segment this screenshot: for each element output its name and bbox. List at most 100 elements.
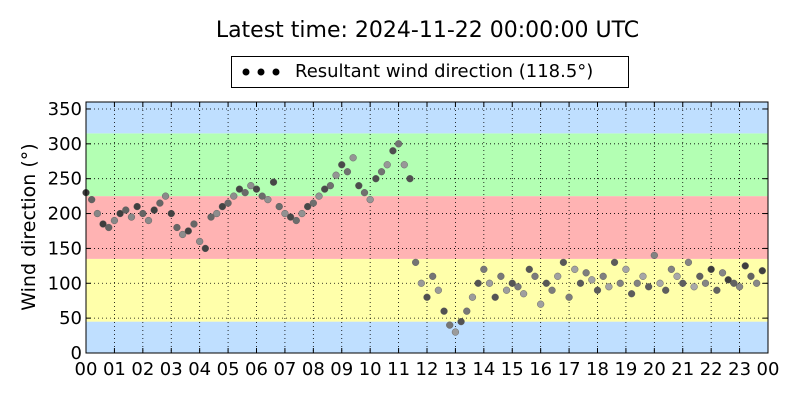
data-point bbox=[463, 307, 471, 315]
x-tick-label: 03 bbox=[160, 359, 183, 380]
data-point bbox=[616, 279, 624, 287]
data-point bbox=[116, 209, 124, 218]
data-point bbox=[218, 202, 227, 211]
data-point bbox=[122, 206, 130, 214]
data-point bbox=[633, 279, 641, 287]
data-point bbox=[394, 140, 403, 148]
data-point bbox=[514, 283, 522, 291]
data-point bbox=[173, 223, 181, 232]
data-point bbox=[690, 283, 698, 291]
data-point bbox=[269, 178, 278, 186]
data-point bbox=[696, 272, 704, 280]
data-point bbox=[213, 209, 221, 218]
band-4 bbox=[86, 102, 768, 134]
data-point bbox=[679, 279, 687, 287]
y-tick-label: 100 bbox=[48, 273, 82, 294]
x-tick-label: 01 bbox=[103, 359, 126, 380]
y-tick-label: 50 bbox=[59, 308, 82, 329]
data-point bbox=[179, 230, 187, 239]
data-point bbox=[406, 175, 414, 183]
data-point bbox=[741, 262, 749, 270]
data-point bbox=[139, 209, 147, 218]
data-point bbox=[321, 185, 329, 193]
x-tick-label: 00 bbox=[757, 359, 780, 380]
data-point bbox=[440, 307, 448, 315]
data-point bbox=[332, 171, 340, 179]
y-axis-label: Wind direction (°) bbox=[18, 143, 40, 311]
data-point bbox=[326, 182, 334, 190]
y-tick-label: 0 bbox=[71, 343, 82, 364]
data-point bbox=[93, 209, 101, 218]
data-point bbox=[201, 244, 209, 253]
x-tick-label: 22 bbox=[700, 359, 723, 380]
data-point bbox=[531, 272, 539, 280]
data-point bbox=[667, 265, 675, 273]
data-point bbox=[258, 192, 266, 200]
data-point bbox=[480, 265, 488, 273]
x-tick-label: 21 bbox=[671, 359, 694, 380]
data-point bbox=[491, 293, 499, 301]
data-point bbox=[241, 189, 249, 197]
data-point bbox=[730, 279, 738, 287]
data-point bbox=[338, 161, 346, 169]
data-point bbox=[468, 293, 477, 301]
data-point bbox=[434, 286, 442, 294]
data-point bbox=[304, 202, 312, 211]
data-point bbox=[645, 283, 653, 291]
data-point bbox=[537, 300, 545, 308]
data-point bbox=[718, 269, 727, 277]
x-tick-label: 23 bbox=[728, 359, 751, 380]
data-point bbox=[88, 196, 96, 204]
data-point bbox=[343, 168, 352, 176]
data-point bbox=[355, 182, 363, 190]
data-point bbox=[377, 168, 386, 176]
data-point bbox=[599, 272, 607, 280]
data-point bbox=[735, 283, 744, 291]
data-point bbox=[150, 206, 158, 214]
data-point bbox=[724, 276, 732, 284]
y-tick-label: 300 bbox=[48, 134, 82, 155]
data-point bbox=[105, 223, 113, 232]
data-point bbox=[144, 216, 153, 225]
legend-label: Resultant wind direction (118.5°) bbox=[295, 61, 594, 82]
data-point bbox=[412, 258, 420, 266]
axis-ticks: 00 01 02 03 04 05 06 07 08 09 10 11 12 13 14 15 16 17 18 19… bbox=[48, 99, 780, 380]
data-point bbox=[167, 209, 175, 218]
x-tick-label: 18 bbox=[586, 359, 609, 380]
x-tick-label: 11 bbox=[387, 359, 410, 380]
data-point bbox=[389, 147, 397, 155]
data-point bbox=[190, 220, 198, 228]
data-point bbox=[485, 279, 494, 287]
x-tick-label: 12 bbox=[416, 359, 439, 380]
data-point bbox=[502, 286, 511, 294]
data-point bbox=[713, 286, 721, 294]
data-point bbox=[701, 279, 710, 287]
data-point bbox=[554, 272, 562, 280]
data-point bbox=[287, 213, 295, 221]
data-point bbox=[627, 290, 636, 298]
data-point bbox=[548, 286, 556, 294]
data-point bbox=[588, 276, 596, 284]
data-point bbox=[474, 279, 482, 287]
x-tick-label: 08 bbox=[302, 359, 325, 380]
data-point bbox=[360, 189, 369, 197]
x-tick-label: 05 bbox=[217, 359, 240, 380]
data-point bbox=[127, 213, 136, 221]
data-point bbox=[156, 199, 164, 207]
y-tick-label: 350 bbox=[48, 99, 82, 120]
legend: Resultant wind direction (118.5°) bbox=[231, 56, 629, 88]
data-point bbox=[542, 279, 550, 287]
data-point bbox=[571, 265, 579, 273]
data-point bbox=[565, 293, 573, 301]
legend-marker-icon bbox=[242, 68, 280, 76]
data-point bbox=[446, 321, 454, 329]
data-point bbox=[457, 318, 465, 326]
data-point bbox=[230, 192, 238, 200]
data-point bbox=[417, 279, 425, 287]
data-point bbox=[610, 258, 619, 266]
data-point bbox=[423, 293, 431, 301]
data-point bbox=[309, 199, 317, 207]
data-point bbox=[275, 202, 283, 211]
x-tick-label: 09 bbox=[330, 359, 353, 380]
